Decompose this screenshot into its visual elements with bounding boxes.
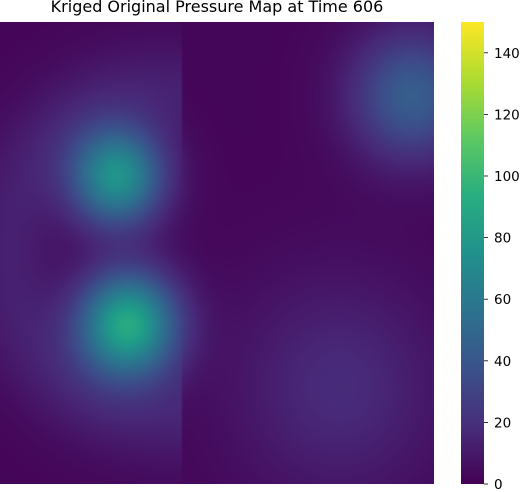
- colorbar-tick-label: 80: [494, 231, 511, 247]
- colorbar-tick-label: 0: [494, 477, 503, 492]
- colorbar-tick-label: 60: [494, 292, 511, 308]
- colorbar-tick-label: 20: [494, 415, 511, 431]
- colorbar-tick-label: 120: [494, 107, 520, 123]
- colorbar-axis: 0 20 40 60 80 100 120 140: [484, 46, 520, 492]
- colorbar-tick-label: 140: [494, 46, 520, 62]
- colorbar-tick-label: 40: [494, 354, 511, 370]
- colorbar-tick-label: 100: [494, 169, 520, 185]
- colorbar: [461, 22, 484, 484]
- heatmap-field: [0, 22, 434, 484]
- chart-title: Kriged Original Pressure Map at Time 606: [50, 0, 384, 16]
